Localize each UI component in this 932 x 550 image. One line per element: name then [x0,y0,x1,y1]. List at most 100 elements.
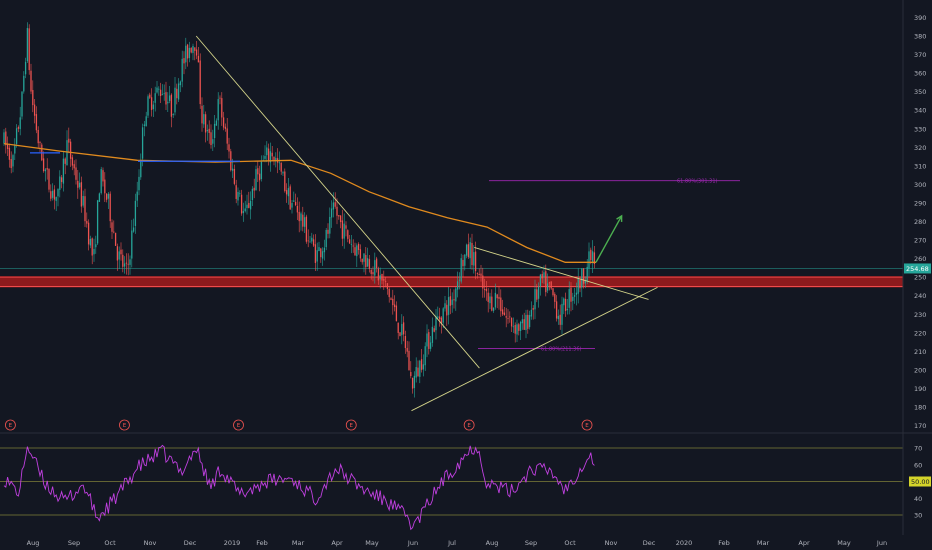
candle[interactable] [59,170,61,198]
candle[interactable] [584,276,587,289]
candle[interactable] [152,100,155,118]
candle[interactable] [44,167,47,182]
candle[interactable] [194,47,196,61]
candle[interactable] [122,249,124,273]
candle[interactable] [523,312,525,330]
candle[interactable] [404,330,407,354]
candle[interactable] [339,215,342,229]
candle[interactable] [242,202,245,222]
candle[interactable] [248,191,250,209]
candle[interactable] [514,322,516,343]
candle[interactable] [377,266,380,285]
candle[interactable] [240,189,243,216]
candle[interactable] [316,242,318,271]
candle[interactable] [343,213,345,249]
candle[interactable] [145,111,147,127]
candle[interactable] [163,84,165,101]
candle[interactable] [258,165,261,192]
candle[interactable] [399,332,401,337]
candle[interactable] [213,115,216,148]
candle[interactable] [323,239,326,261]
candle[interactable] [190,47,192,54]
candle[interactable] [71,154,74,171]
candle[interactable] [154,86,156,112]
candle[interactable] [60,175,63,189]
candle[interactable] [42,151,45,173]
candle[interactable] [453,289,455,309]
candle[interactable] [449,288,452,315]
candle[interactable] [314,234,317,271]
candle[interactable] [55,196,57,212]
candle[interactable] [84,188,86,227]
candle[interactable] [422,354,425,377]
candle[interactable] [590,247,592,265]
candle[interactable] [82,190,84,208]
candle[interactable] [530,301,533,320]
candle[interactable] [406,340,408,358]
candle[interactable] [50,184,52,202]
candle[interactable] [356,243,358,267]
candle[interactable] [114,232,117,246]
candle[interactable] [575,282,578,306]
candle[interactable] [372,266,374,282]
candle[interactable] [381,273,383,285]
candle[interactable] [521,314,524,330]
candle[interactable] [116,243,119,271]
candle[interactable] [251,186,254,206]
candle[interactable] [174,77,176,116]
candle[interactable] [307,229,309,248]
candle[interactable] [95,235,97,254]
candle[interactable] [512,317,515,333]
candle[interactable] [68,127,70,154]
candle[interactable] [548,281,551,291]
candle[interactable] [327,223,329,239]
candle[interactable] [410,361,412,379]
candle[interactable] [170,93,173,128]
candle[interactable] [464,254,466,271]
candle[interactable] [132,218,135,233]
candle[interactable] [541,270,543,284]
candle[interactable] [469,237,471,270]
candle[interactable] [246,194,248,215]
candle[interactable] [51,183,54,201]
candle[interactable] [91,237,93,265]
candle[interactable] [141,123,144,167]
candle[interactable] [168,85,171,104]
candle[interactable] [215,118,218,126]
candle[interactable] [104,172,106,202]
candle[interactable] [271,145,273,161]
candle[interactable] [167,92,169,113]
candle[interactable] [28,24,30,75]
candle[interactable] [341,209,344,247]
candle[interactable] [217,92,219,130]
candle[interactable] [444,296,446,312]
candle[interactable] [350,235,353,254]
candle[interactable] [161,84,164,96]
candle[interactable] [233,164,236,186]
candle[interactable] [501,299,504,317]
candle[interactable] [267,143,270,166]
candle[interactable] [131,219,133,268]
candle[interactable] [375,256,378,273]
candle[interactable] [282,170,284,177]
candle[interactable] [199,53,201,109]
candle[interactable] [478,268,480,276]
candle[interactable] [287,177,290,205]
candle[interactable] [426,324,428,358]
candle[interactable] [496,293,498,309]
candle[interactable] [53,185,56,210]
candle[interactable] [127,253,129,276]
candle[interactable] [429,335,432,352]
candle[interactable] [86,212,88,228]
candle[interactable] [111,219,113,239]
candle[interactable] [303,212,306,233]
candle[interactable] [5,127,7,154]
candle[interactable] [204,111,207,143]
candle[interactable] [17,125,20,133]
candle[interactable] [473,245,475,274]
candle[interactable] [509,311,511,323]
candle[interactable] [579,278,581,293]
candle[interactable] [586,258,588,285]
candle[interactable] [264,145,266,163]
candle[interactable] [374,252,376,284]
